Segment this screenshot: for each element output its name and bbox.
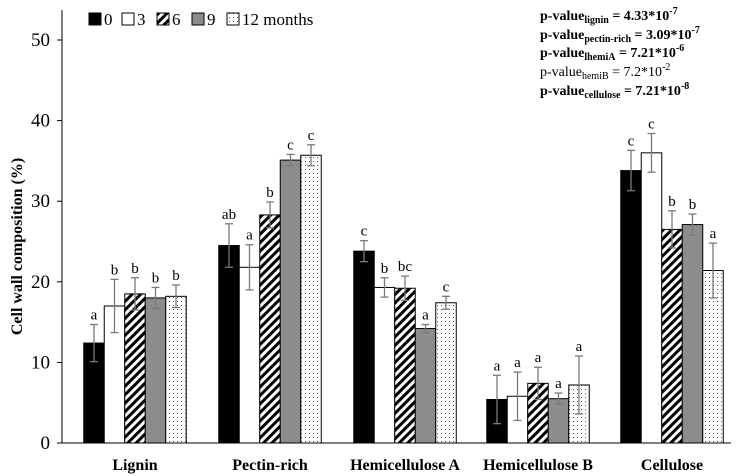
p-value-exponent: -6: [676, 43, 684, 54]
significance-letter: c: [361, 224, 368, 240]
significance-letter: c: [443, 279, 450, 295]
significance-letter: b: [668, 194, 676, 210]
x-category-label: Hemicellulose A: [350, 457, 460, 474]
significance-letter: b: [131, 261, 139, 277]
legend-swatch: [88, 12, 102, 26]
significance-letter: a: [535, 350, 542, 366]
y-tick-label: 10: [31, 352, 50, 373]
significance-letter: c: [628, 133, 635, 149]
bar: [124, 293, 146, 444]
significance-letter: a: [710, 226, 717, 242]
significance-letter: a: [91, 308, 98, 324]
bar: [661, 228, 683, 444]
p-value-annotation: p-valuehemiB = 7.2*10-2: [540, 62, 670, 82]
p-value-annotation: p-valuelignin = 4.33*10-7: [540, 6, 678, 26]
significance-letter: a: [246, 228, 253, 244]
y-tick-label: 0: [41, 433, 51, 454]
bar: [620, 170, 642, 444]
p-value-subscript: hemiB: [582, 71, 609, 82]
y-tick-label: 30: [31, 191, 50, 212]
bar: [144, 297, 167, 444]
significance-letter: b: [111, 262, 119, 278]
p-value-exponent: -8: [681, 81, 689, 92]
p-value-number: = 7.21*10: [615, 46, 675, 61]
p-value-prefix: p-value: [540, 46, 584, 61]
significance-letter: c: [648, 116, 655, 132]
bar: [279, 159, 302, 444]
legend-swatch: [226, 12, 240, 26]
p-value-prefix: p-value: [540, 9, 584, 24]
bar: [414, 328, 437, 444]
significance-letter: a: [422, 308, 429, 324]
significance-letter: b: [172, 268, 180, 284]
y-axis-label: Cell wall composition (%): [9, 158, 26, 335]
significance-letter: c: [287, 137, 294, 153]
bar: [640, 152, 663, 444]
p-value-number: = 7.2*10: [609, 65, 662, 80]
p-value-annotation: p-valuecellulose = 7.21*10-8: [540, 81, 689, 101]
p-value-number: = 7.21*10: [620, 84, 680, 99]
p-value-exponent: -2: [662, 62, 670, 73]
p-value-prefix: p-value: [540, 65, 582, 80]
p-value-exponent: -7: [669, 6, 677, 17]
bar: [238, 266, 261, 444]
bar: [373, 286, 396, 444]
y-tick-label: 20: [31, 272, 50, 293]
bars-group: [83, 132, 724, 444]
significance-letter: a: [514, 355, 521, 371]
p-value-annotation: p-valuepectin-rich = 3.09*10-7: [540, 25, 700, 45]
x-category-label: Lignin: [112, 457, 157, 474]
p-value-prefix: p-value: [540, 28, 584, 43]
x-category-label: Hemicellulose B: [483, 457, 593, 474]
bar: [165, 295, 187, 444]
significance-letter: b: [381, 261, 389, 277]
significance-letter: a: [494, 358, 501, 374]
bar: [394, 287, 416, 444]
significance-letter: bc: [398, 259, 413, 275]
legend-label: 12 months: [242, 10, 313, 29]
bar: [435, 302, 457, 444]
legend-swatch: [121, 12, 135, 26]
p-value-annotations: p-valuelignin = 4.33*10-7p-valuepectin-r…: [540, 6, 700, 101]
y-tick-label: 50: [31, 30, 50, 51]
significance-letter: ab: [222, 207, 236, 223]
p-value-subscript: cellulose: [584, 90, 621, 101]
significance-letter: b: [266, 185, 274, 201]
legend-swatch: [156, 12, 170, 26]
legend-label: 0: [104, 10, 113, 29]
legend-label: 6: [172, 10, 181, 29]
y-tick-label: 40: [31, 111, 50, 132]
p-value-subscript: pectin-rich: [584, 34, 631, 45]
p-value-number: = 4.33*10: [609, 9, 669, 24]
x-category-label: Pectin-rich: [232, 457, 308, 474]
p-value-number: = 3.09*10: [631, 28, 691, 43]
significance-letter: b: [152, 270, 160, 286]
bar: [218, 245, 240, 444]
bar: [353, 250, 375, 444]
bar: [547, 398, 570, 444]
significance-letter: a: [576, 339, 583, 355]
significance-letter: b: [689, 197, 697, 213]
p-value-exponent: -7: [691, 25, 699, 36]
legend-label: 3: [137, 10, 146, 29]
legend-label: 9: [207, 10, 216, 29]
legend: 0 3 6 9 12 months: [88, 10, 313, 29]
p-value-subscript: lhemiA: [584, 52, 616, 63]
significance-letter: a: [555, 376, 562, 392]
x-category-label: Cellulose: [641, 457, 703, 474]
bar: [681, 224, 704, 444]
bar: [259, 214, 281, 444]
legend-swatch: [191, 12, 205, 26]
p-value-prefix: p-value: [540, 84, 584, 99]
p-value-annotation: p-valuelhemiA = 7.21*10-6: [540, 43, 684, 63]
bar: [300, 154, 322, 444]
significance-letter: c: [308, 128, 315, 144]
p-value-subscript: lignin: [584, 15, 609, 26]
